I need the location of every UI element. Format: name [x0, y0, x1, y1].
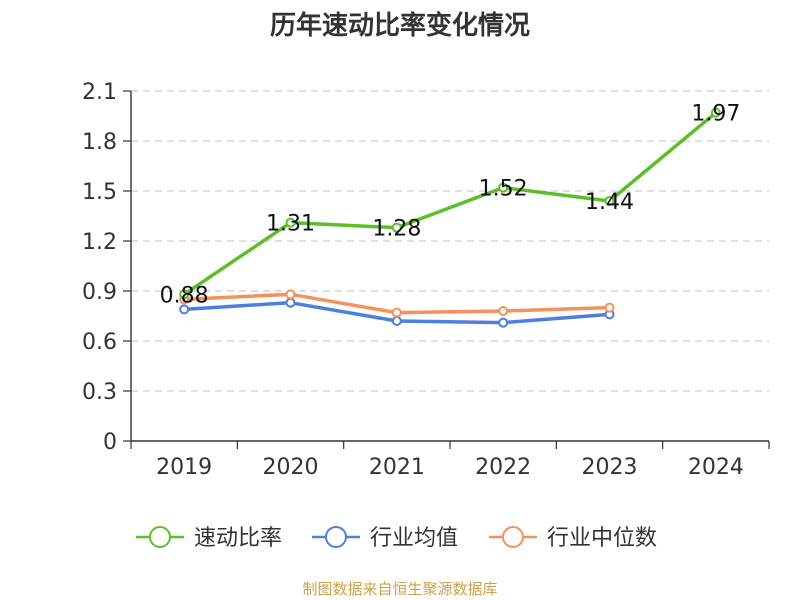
data-labels: 0.88 1.31 1.28 1.52 1.44 1.97: [160, 102, 741, 309]
legend-item[interactable]: 行业均值: [312, 526, 458, 551]
source-note: 制图数据来自恒生聚源数据库: [302, 580, 497, 598]
series-line: [182, 110, 718, 297]
series-point: [391, 316, 402, 326]
series-point: [285, 297, 296, 308]
data-label: 1.97: [691, 102, 740, 127]
legend-marker: [149, 526, 171, 548]
series-point: [498, 306, 509, 316]
y-tick-label: 0.6: [82, 330, 117, 355]
legend-label: 速动比率: [194, 526, 282, 551]
y-tick-label: 1.5: [82, 180, 117, 205]
series-point: [179, 304, 190, 315]
data-label: 0.88: [160, 283, 209, 308]
legend-item[interactable]: 速动比率: [136, 526, 282, 551]
series: [179, 107, 721, 328]
data-label: 1.44: [585, 190, 634, 215]
x-tick-label: 2019: [156, 455, 212, 480]
legend-label: 行业中位数: [547, 526, 657, 551]
chart-title: 历年速动比率变化情况: [270, 10, 530, 41]
legend-label: 行业均值: [370, 526, 458, 551]
y-tick-label: 2.1: [82, 80, 117, 105]
series-point: [391, 222, 402, 233]
x-tick-label: 2020: [263, 455, 319, 480]
data-label: 1.52: [479, 177, 528, 202]
series-point: [179, 289, 190, 300]
x-tick-label: 2022: [475, 455, 531, 480]
y-tick-label: 0.9: [82, 280, 117, 305]
x-tick-label: 2024: [688, 455, 744, 480]
series-point: [604, 196, 615, 206]
data-label: 1.31: [266, 212, 315, 237]
y-tick-label: 1.2: [82, 230, 117, 255]
legend[interactable]: 速动比率 行业均值 行业中位数: [136, 526, 657, 551]
series-point: [498, 182, 509, 193]
gridlines: [131, 90, 769, 392]
x-tick-label: 2023: [582, 455, 638, 480]
series-point: [391, 307, 402, 318]
x-tick-label: 2021: [369, 455, 425, 480]
legend-marker: [502, 526, 524, 548]
series-point: [604, 302, 615, 313]
y-tick-label: 0: [103, 430, 117, 455]
data-label: 1.28: [372, 217, 421, 242]
legend-marker: [325, 526, 347, 548]
legend-item[interactable]: 行业中位数: [489, 526, 657, 551]
axes: 0 0.3 0.6 0.9 1.2 1.5 1.8 2.1 2019 2020 2021 2022 20…: [82, 80, 770, 480]
series-point: [710, 107, 721, 118]
y-tick-label: 1.8: [82, 130, 117, 155]
series-point: [498, 317, 509, 328]
series-point: [285, 217, 296, 228]
y-tick-label: 0.3: [82, 380, 117, 405]
series-point: [285, 289, 296, 300]
